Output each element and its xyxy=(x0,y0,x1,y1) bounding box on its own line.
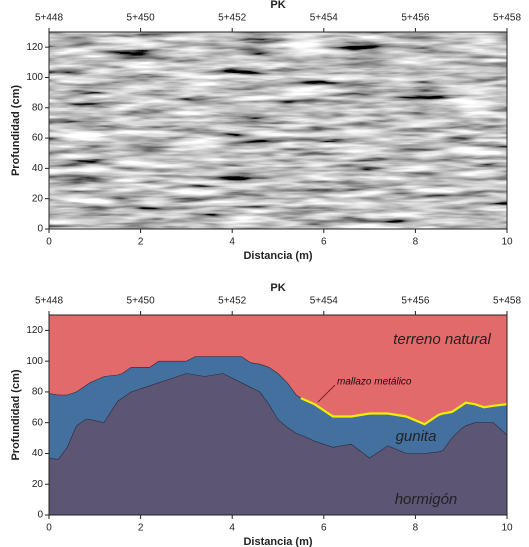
x2-tick-label: 5+456 xyxy=(401,296,430,307)
leader-line xyxy=(317,384,336,403)
x-tick-label: 0 xyxy=(46,237,52,248)
x-tick-label: 8 xyxy=(413,523,419,534)
note: mallazo metálico xyxy=(337,377,412,388)
y-tick-label: 40 xyxy=(32,163,44,174)
y-tick-label: 40 xyxy=(32,448,44,459)
x2-tick-label: 5+454 xyxy=(310,13,339,24)
x-tick-label: 2 xyxy=(138,523,144,534)
x-tick-label: 0 xyxy=(46,523,52,534)
mallazo-line xyxy=(300,397,508,426)
x2-tick-label: 5+456 xyxy=(401,13,430,24)
x2-tick-label: 5+448 xyxy=(35,13,64,24)
y-axis-label: Profundidad (cm) xyxy=(10,369,22,460)
axis-title: PK xyxy=(270,0,285,11)
plot-frame xyxy=(48,31,508,230)
y-tick-label: 0 xyxy=(37,224,43,235)
plot-frame xyxy=(48,314,508,516)
y-tick-label: 100 xyxy=(26,356,43,367)
x2-tick-label: 5+454 xyxy=(310,296,339,307)
x-tick-label: 2 xyxy=(138,237,144,248)
y-tick-label: 80 xyxy=(32,102,44,113)
x2-tick-label: 5+450 xyxy=(127,296,156,307)
x-tick-label: 10 xyxy=(501,237,513,248)
x2-tick-label: 5+458 xyxy=(493,13,522,24)
y-tick-label: 60 xyxy=(32,417,44,428)
y-tick-label: 20 xyxy=(32,193,44,204)
x-tick-label: 4 xyxy=(229,523,235,534)
y-tick-label: 120 xyxy=(26,325,43,336)
x-axis-label: Distancia (m) xyxy=(243,250,312,262)
y-tick-label: 20 xyxy=(32,479,44,490)
y-tick-label: 80 xyxy=(32,387,44,398)
x-axis-label: Distancia (m) xyxy=(243,536,312,547)
x2-tick-label: 5+452 xyxy=(218,296,247,307)
x-tick-label: 6 xyxy=(321,523,327,534)
radargram xyxy=(49,32,507,229)
x-tick-label: 8 xyxy=(413,237,419,248)
area-label: hormigón xyxy=(395,491,458,508)
y-axis-label: Profundidad (cm) xyxy=(10,85,22,176)
axis-title: PK xyxy=(270,282,285,294)
area-label: gunita xyxy=(396,428,437,445)
y-tick-label: 0 xyxy=(37,510,43,521)
x2-tick-label: 5+452 xyxy=(218,13,247,24)
radargram-image xyxy=(49,32,507,229)
x2-tick-label: 5+448 xyxy=(35,296,64,307)
x-tick-label: 6 xyxy=(321,237,327,248)
y-tick-label: 120 xyxy=(26,42,43,53)
x2-tick-label: 5+458 xyxy=(493,296,522,307)
x2-tick-label: 5+450 xyxy=(127,13,156,24)
x-tick-label: 10 xyxy=(501,523,513,534)
area-label: terreno natural xyxy=(393,331,491,348)
y-tick-label: 60 xyxy=(32,133,44,144)
layer-area xyxy=(48,373,508,516)
y-tick-label: 100 xyxy=(26,72,43,83)
x-tick-label: 4 xyxy=(229,237,235,248)
